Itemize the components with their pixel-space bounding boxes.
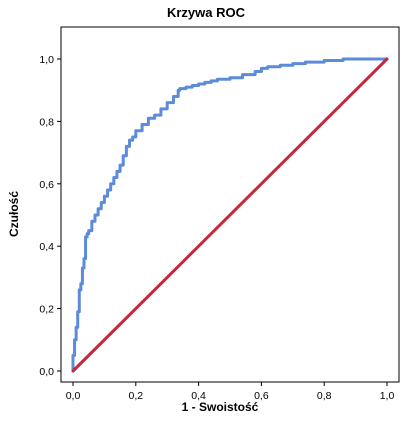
x-tick-label: 0,2 xyxy=(128,390,143,402)
plot-area: 0,0 0,2 0,4 0,6 0,8 1,0 0,0 0,2 0,4 0,6 0,8 1,0 xyxy=(39,26,400,402)
x-tick-label: 1,0 xyxy=(380,390,395,402)
y-tick-label: 0,8 xyxy=(39,116,54,128)
y-tick-label: 0,2 xyxy=(39,304,54,316)
y-tick-label: 0,6 xyxy=(39,179,54,191)
y-axis-title: Czułość xyxy=(7,191,21,237)
x-tick-label: 0,4 xyxy=(191,390,206,402)
y-tick-label: 1,0 xyxy=(39,54,54,66)
y-tick-label: 0,4 xyxy=(39,241,54,253)
y-tick-label: 0,0 xyxy=(39,366,54,378)
x-tick-label: 0,0 xyxy=(66,390,81,402)
x-tick-label: 0,6 xyxy=(254,390,269,402)
x-axis-title: 1 - Swoistość xyxy=(182,400,259,414)
reference-diagonal-line xyxy=(71,57,389,373)
chart-title: Krzywa ROC xyxy=(167,5,246,20)
roc-curve-line xyxy=(71,57,389,373)
plot-frame xyxy=(60,26,400,383)
x-tick-label: 0,8 xyxy=(317,390,332,402)
